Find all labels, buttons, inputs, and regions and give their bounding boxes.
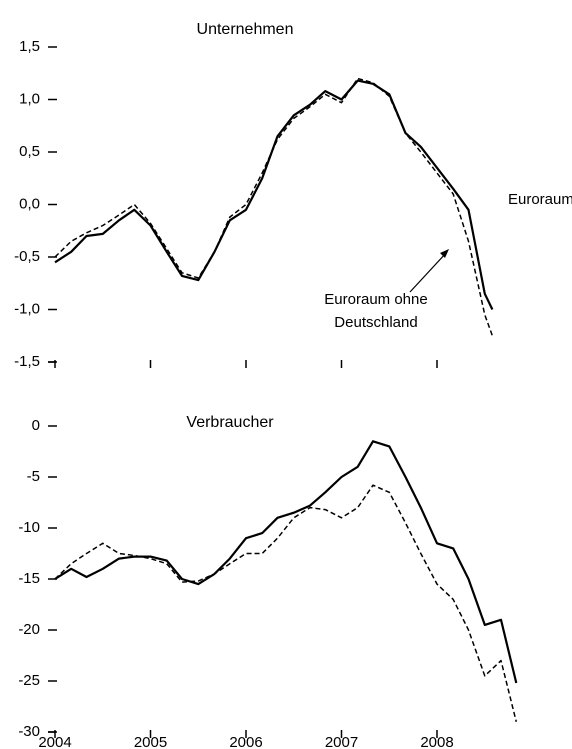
y-tick-label: 0,0 <box>19 195 40 212</box>
arrow-head <box>440 249 449 258</box>
y-tick-label: 1,5 <box>19 38 40 55</box>
y-tick-label: -25 <box>18 672 40 689</box>
x-tick-label: 2008 <box>420 734 453 749</box>
x-tick-label: 2007 <box>325 734 358 749</box>
series-label: Euroraum <box>508 191 572 208</box>
chart-title: Verbraucher <box>186 414 274 431</box>
data-line <box>54 484 518 722</box>
y-tick-label: -1,5 <box>14 353 40 370</box>
data-line <box>54 440 518 684</box>
data-line <box>54 79 494 310</box>
y-tick-label: 0,5 <box>19 143 40 160</box>
y-tick-label: -10 <box>18 519 40 536</box>
y-tick-label: -5 <box>27 468 40 485</box>
y-tick-label: -30 <box>18 723 40 740</box>
series-label: Euroraum ohne Deutschland <box>324 291 428 331</box>
annotation-arrow <box>409 251 448 293</box>
y-tick-label: -0,5 <box>14 248 40 265</box>
chart-title: Unternehmen <box>197 21 294 38</box>
x-tick-label: 2006 <box>229 734 262 749</box>
data-line <box>54 77 494 337</box>
y-tick-label: -15 <box>18 570 40 587</box>
x-tick-label: 2005 <box>134 734 167 749</box>
y-tick-label: -1,0 <box>14 300 40 317</box>
y-tick-label: -20 <box>18 621 40 638</box>
y-tick-label: 1,0 <box>19 90 40 107</box>
y-tick-label: 0 <box>32 417 40 434</box>
x-tick-label: 2004 <box>38 734 71 749</box>
